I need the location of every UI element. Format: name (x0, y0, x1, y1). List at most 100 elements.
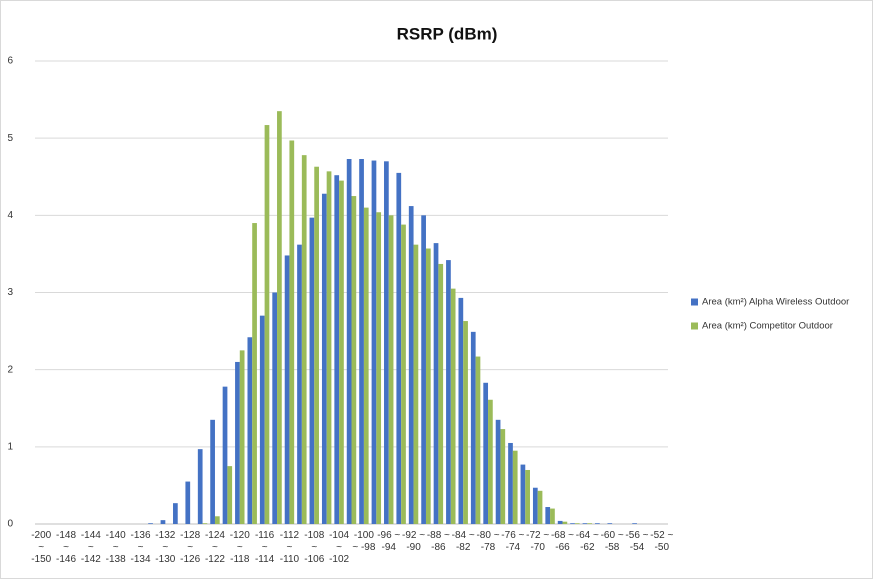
y-tick-label: 3 (7, 287, 13, 298)
x-tick-label: -56 ~ -54 (625, 530, 649, 553)
bar (222, 386, 228, 524)
bar (413, 244, 419, 524)
bar (525, 469, 530, 524)
bar (512, 450, 518, 524)
x-tick-label: -60 ~ -58 (600, 530, 624, 553)
bar (425, 248, 431, 524)
x-tick-label: -76 ~ -74 (501, 530, 525, 553)
x-tick-label: -116 ~ -114 (254, 530, 275, 565)
bar (562, 521, 568, 524)
bar (532, 487, 538, 524)
bar (570, 523, 575, 524)
x-tick-label: -132 ~ -130 (155, 530, 176, 565)
bar (607, 523, 613, 524)
x-tick-label: -88 ~ -86 (426, 530, 450, 553)
bar (148, 523, 153, 524)
bar (520, 464, 526, 524)
x-tick-label: -124 ~ -122 (204, 530, 225, 565)
y-tick-label: 2 (7, 364, 13, 375)
bar (384, 161, 389, 525)
x-tick-label: -68 ~ -66 (550, 530, 575, 553)
x-tick-label: -96 ~ -94 (377, 530, 401, 553)
legend-swatch (691, 322, 698, 330)
bar (582, 523, 588, 524)
bar (334, 175, 340, 524)
x-tick-label: -72 ~ -70 (526, 530, 550, 553)
bar (388, 215, 394, 525)
bar (259, 315, 265, 524)
bar (458, 297, 464, 524)
bar (595, 523, 600, 524)
bar (574, 523, 580, 524)
bar (321, 193, 327, 524)
bar (197, 449, 203, 524)
bar (227, 466, 233, 524)
bar (632, 523, 637, 524)
y-tick-label: 6 (7, 56, 13, 67)
x-tick-label: -136 ~ -134 (130, 530, 151, 565)
y-tick-label: 4 (7, 210, 13, 221)
bar (396, 172, 402, 524)
bar (264, 125, 270, 524)
x-tick-label: -144 ~ -142 (80, 530, 101, 565)
x-tick-label: -112 ~ -110 (279, 530, 300, 565)
bar (346, 159, 352, 525)
x-tick-label: -140 ~ -138 (105, 530, 126, 565)
bar (185, 481, 191, 524)
bar (314, 166, 319, 525)
legend-label: Area (km²) Alpha Wireless Outdoor (702, 297, 849, 308)
bar (214, 516, 220, 524)
bar (488, 399, 493, 524)
y-tick-label: 5 (7, 133, 13, 144)
bar (309, 217, 315, 525)
bar (421, 215, 426, 525)
x-tick-label: -64 ~ -62 (575, 530, 599, 553)
bar (359, 159, 364, 525)
y-tick-label: 1 (7, 441, 13, 452)
x-tick-label: -200 ~ -150 (31, 530, 52, 565)
bar (433, 243, 439, 524)
bar (587, 523, 593, 524)
bar (463, 321, 468, 524)
bar (210, 419, 215, 524)
x-tick-label: -100 ~ -98 (352, 530, 376, 553)
bar (537, 490, 543, 524)
bar (301, 155, 307, 525)
bar (401, 224, 406, 525)
bar (438, 263, 444, 524)
bar (545, 507, 551, 524)
x-tick-label: -52 ~ -50 (650, 530, 674, 553)
bar (173, 503, 178, 524)
bar (408, 206, 414, 524)
bar (326, 171, 332, 524)
bar (363, 207, 369, 524)
bar (500, 429, 506, 524)
bar (475, 356, 481, 524)
bar (470, 331, 476, 524)
x-tick-label: -128 ~ -126 (180, 530, 201, 565)
bar (160, 520, 166, 524)
bar (339, 180, 344, 524)
bar (252, 223, 257, 525)
x-tick-label: -120 ~ -118 (229, 530, 250, 565)
bar (495, 419, 501, 524)
bar (446, 260, 451, 524)
bar (202, 523, 208, 524)
bar (483, 382, 489, 524)
bar (235, 361, 240, 524)
bar (247, 337, 253, 524)
chart-title: RSRP (dBm) (397, 24, 498, 43)
bar (297, 244, 302, 524)
bar (450, 288, 456, 524)
bar (284, 255, 290, 524)
bar (371, 160, 377, 525)
bar (508, 442, 513, 524)
x-tick-label: -92 ~ -90 (402, 530, 426, 553)
legend-swatch (691, 298, 698, 306)
bar (550, 508, 555, 524)
bar (239, 350, 245, 524)
bar (376, 212, 382, 524)
bar (272, 292, 278, 524)
